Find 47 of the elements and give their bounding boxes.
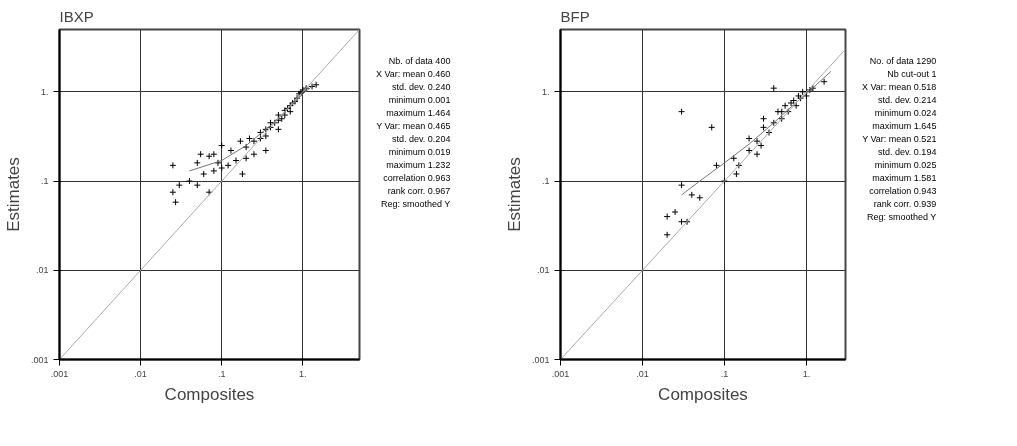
x-tick-label: .01 [134, 368, 147, 379]
text: Y Var: mean 0.521 [862, 133, 937, 146]
y-tick-label: .001 [531, 354, 550, 365]
text: No. of data 1290 [868, 55, 937, 68]
text: maximum 1.232 [385, 159, 451, 172]
text: X Var: mean 0.460 [376, 68, 451, 81]
chart-title: IBXP [59, 7, 94, 25]
text: Reg: smoothed Y [866, 211, 937, 224]
text: Reg: smoothed Y [380, 198, 451, 211]
text: Nb cut-out 1 [886, 68, 937, 81]
text: Nb. of data 400 [387, 55, 451, 68]
y-tick-label: 1. [541, 86, 550, 97]
y-axis-title: Estimates [504, 157, 524, 232]
text: maximum 1.464 [385, 107, 451, 120]
y-tick-label: 1. [40, 86, 49, 97]
x-axis-title: Composites [164, 384, 255, 404]
text: minimum 0.025 [873, 159, 937, 172]
text: rank corr. 0.939 [872, 198, 937, 211]
y-tick-label: .001 [30, 354, 49, 365]
x-tick-label: 1. [802, 368, 811, 379]
y-tick-label: .1 [40, 176, 49, 187]
y-tick-label: .01 [536, 265, 550, 276]
text: minimum 0.024 [873, 107, 937, 120]
x-axis-title: Composites [658, 384, 748, 404]
x-tick-label: .001 [551, 368, 570, 379]
text: std. dev. 0.204 [391, 133, 451, 146]
y-tick-label: .1 [541, 176, 550, 187]
text: correlation 0.963 [382, 172, 451, 185]
text: minimum 0.001 [387, 94, 451, 107]
chart-title: BFP [560, 7, 590, 25]
text: Y Var: mean 0.465 [376, 120, 451, 133]
x-tick-label: .1 [720, 368, 729, 379]
y-tick-label: .01 [35, 265, 49, 276]
text: maximum 1.645 [871, 120, 937, 133]
x-tick-label: .1 [217, 368, 226, 379]
x-tick-label: 1. [299, 368, 307, 379]
x-tick-label: .01 [636, 368, 649, 379]
text: std. dev. 0.194 [877, 146, 937, 159]
text: minimum 0.019 [387, 146, 451, 159]
text: maximum 1.581 [871, 172, 937, 185]
x-tick-label: .001 [50, 368, 69, 379]
text: correlation 0.943 [868, 185, 937, 198]
text: X Var: mean 0.518 [862, 81, 937, 94]
text: std. dev. 0.214 [877, 94, 937, 107]
y-axis-title: Estimates [3, 157, 23, 232]
text: rank corr. 0.967 [386, 185, 451, 198]
text: std. dev. 0.240 [391, 81, 451, 94]
